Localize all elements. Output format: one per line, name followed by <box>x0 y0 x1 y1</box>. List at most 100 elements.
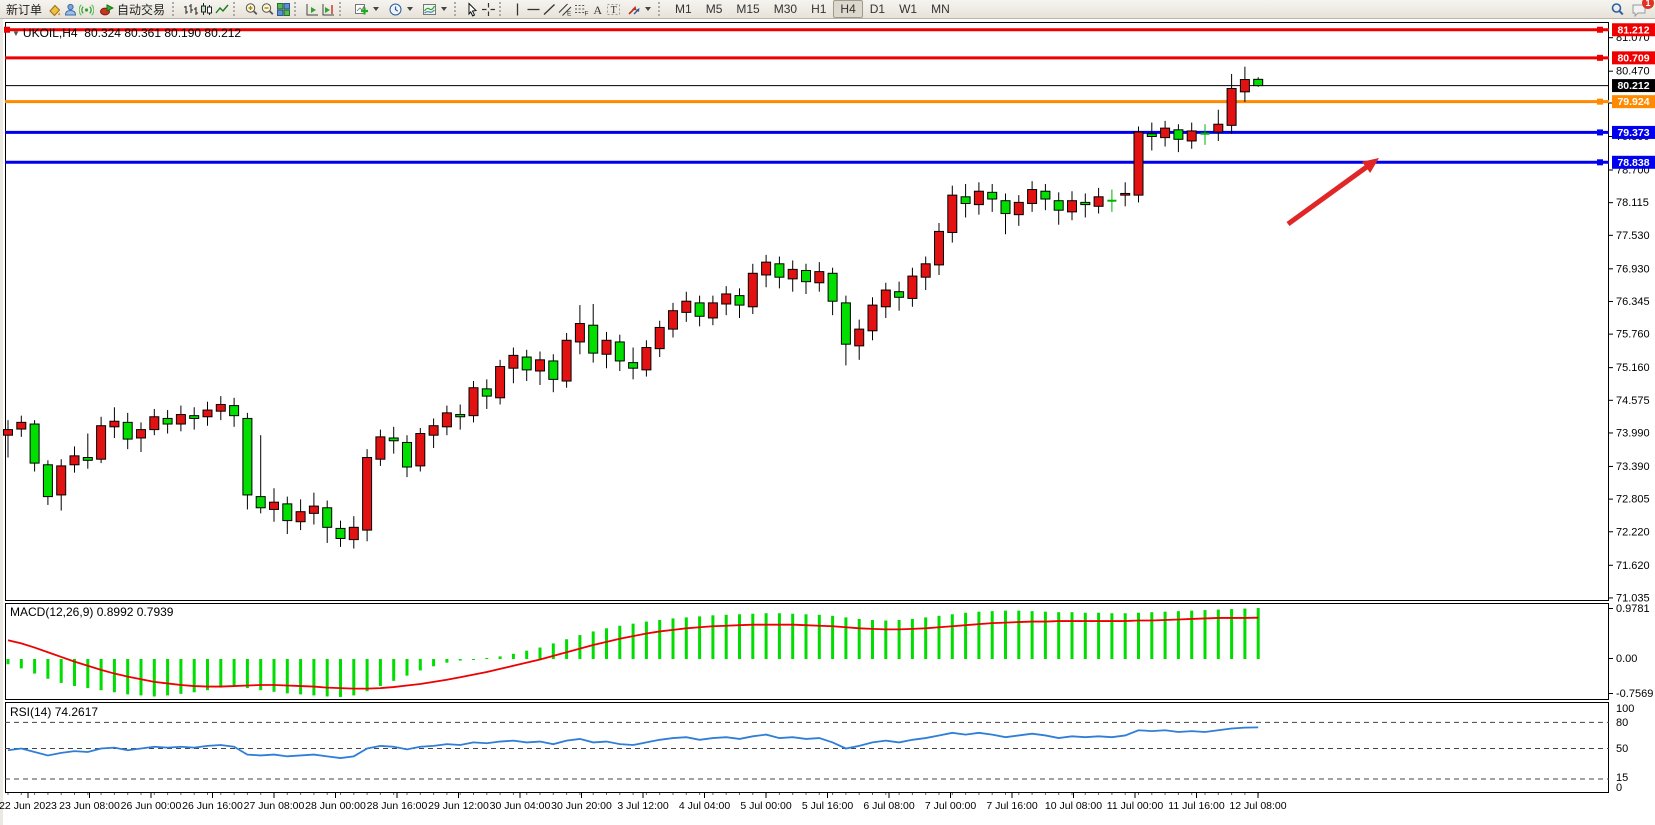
ohlc-quote: 80.324 80.361 80.190 80.212 <box>84 26 242 40</box>
main-pane <box>5 22 1609 601</box>
line-handle-icon[interactable] <box>1597 54 1603 61</box>
timeframe-m5[interactable]: M5 <box>705 2 723 16</box>
price-tick-label: 77.530 <box>1616 230 1650 242</box>
periods-button[interactable] <box>383 1 417 18</box>
text-icon[interactable]: A <box>589 1 605 17</box>
line-handle-icon[interactable] <box>1597 98 1603 105</box>
horizontal-line-icon[interactable] <box>525 1 541 17</box>
templates-button[interactable] <box>417 1 451 18</box>
symbol-marker-icon: ▼ <box>12 29 20 38</box>
symbol-period: UKOIL,H4 <box>22 26 78 40</box>
profile-icon[interactable] <box>62 1 78 17</box>
timeframe-h1[interactable]: H1 <box>811 2 827 16</box>
time-axis-label: 22 Jun 2023 <box>0 800 57 812</box>
timeframe-m30[interactable]: M30 <box>773 2 798 16</box>
timeframe-h4[interactable]: H4 <box>833 0 863 18</box>
rsi-label: RSI(14) 74.2617 <box>10 705 99 719</box>
price-tick-label: 71.620 <box>1616 560 1650 572</box>
arrows-tool-button[interactable] <box>621 1 655 18</box>
time-axis-label: 3 Jul 12:00 <box>617 800 669 812</box>
text-label-icon[interactable]: T <box>605 1 621 17</box>
time-axis-label: 26 Jun 00:00 <box>121 800 182 812</box>
time-axis-label: 12 Jul 08:00 <box>1229 800 1286 812</box>
macd-label: MACD(12,26,9) 0.8992 0.7939 <box>10 605 174 619</box>
add-indicator-icon <box>353 1 369 17</box>
price-badge-label: 79.373 <box>1617 127 1649 139</box>
trend-arrow[interactable] <box>1286 158 1379 227</box>
fibonacci-icon[interactable]: F <box>573 1 589 17</box>
rsi-tick-label: 15 <box>1616 772 1628 784</box>
paint-bucket-icon[interactable] <box>46 1 62 17</box>
time-axis-label: 30 Jun 20:00 <box>551 800 612 812</box>
crosshair-icon[interactable] <box>480 1 496 17</box>
time-axis-label: 7 Jul 16:00 <box>986 800 1038 812</box>
auto-trading-button[interactable]: 自动交易 <box>94 1 169 18</box>
time-axis-label: 11 Jul 00:00 <box>1107 800 1164 812</box>
price-tick-label: 75.760 <box>1616 329 1650 341</box>
toolbar-grip <box>339 2 346 16</box>
timeframe-m1[interactable]: M1 <box>675 2 692 16</box>
rsi-tick-label: 80 <box>1616 717 1628 729</box>
line-handle-icon[interactable] <box>1597 26 1603 33</box>
time-axis-label: 11 Jul 16:00 <box>1168 800 1225 812</box>
line-handle-icon[interactable] <box>1597 159 1603 166</box>
trendline-icon[interactable] <box>541 1 557 17</box>
toolbar-grip <box>233 2 240 16</box>
chat-icon[interactable]: 1 <box>1631 0 1654 17</box>
price-badge-label: 80.709 <box>1617 52 1649 64</box>
auto-trading-icon <box>98 1 114 17</box>
rsi-pane <box>5 702 1609 793</box>
equidistant-channel-icon[interactable]: E <box>557 1 573 17</box>
line-chart-icon[interactable] <box>214 1 230 17</box>
time-axis-label: 4 Jul 04:00 <box>679 800 731 812</box>
rsi-tick-label: 50 <box>1616 743 1628 755</box>
templates-icon <box>421 1 437 17</box>
vertical-line-icon[interactable] <box>509 1 525 17</box>
price-tick-label: 73.390 <box>1616 461 1650 473</box>
zoom-in-icon[interactable] <box>243 1 259 17</box>
bar-chart-icon[interactable] <box>182 1 198 17</box>
timeframe-d1[interactable]: D1 <box>869 2 886 16</box>
macd-signal-line <box>7 616 1259 690</box>
price-badge <box>1612 125 1655 139</box>
timeframe-m15[interactable]: M15 <box>736 2 760 16</box>
new-order-button[interactable]: 新订单 <box>6 2 43 17</box>
price-badge-label: 81.212 <box>1617 24 1649 36</box>
price-tick-label: 76.345 <box>1616 296 1650 308</box>
price-lines <box>4 26 1609 166</box>
price-tick-label: 75.160 <box>1616 362 1650 374</box>
price-badge <box>1612 23 1655 37</box>
rsi-value: 74.2617 <box>54 705 99 719</box>
candlestick-chart-icon[interactable] <box>198 1 214 17</box>
toolbar-grip <box>294 2 301 16</box>
price-tick-label: 73.990 <box>1616 427 1650 439</box>
add-indicator-button[interactable] <box>349 1 383 18</box>
time-axis-label: 27 Jun 08:00 <box>244 800 305 812</box>
signal-icon[interactable] <box>78 1 94 17</box>
line-handle-icon[interactable] <box>4 26 10 33</box>
svg-text:A: A <box>593 3 602 17</box>
price-tick-label: 76.930 <box>1616 263 1650 275</box>
dropdown-caret-icon <box>407 7 414 11</box>
chart-shift-icon[interactable] <box>320 1 336 17</box>
time-axis-label: 10 Jul 08:00 <box>1045 800 1102 812</box>
rsi-line <box>7 726 1259 759</box>
line-handle-icon[interactable] <box>1597 129 1603 136</box>
cursor-icon[interactable] <box>464 1 480 17</box>
toolbar-grip <box>454 2 461 16</box>
time-axis-label: 30 Jun 04:00 <box>490 800 551 812</box>
timeframe-w1[interactable]: W1 <box>899 2 918 16</box>
tile-windows-icon[interactable] <box>275 1 291 17</box>
svg-text:T: T <box>610 5 616 16</box>
price-tick-label: 71.035 <box>1616 592 1650 604</box>
auto-scroll-icon[interactable] <box>304 1 320 17</box>
price-badge <box>1612 155 1655 169</box>
timeframe-mn[interactable]: MN <box>931 2 950 16</box>
zoom-out-icon[interactable] <box>259 1 275 17</box>
price-badges: 81.212 80.709 80.212 79.924 79.373 78.838 <box>1612 23 1655 169</box>
price-tick-label: 74.575 <box>1616 395 1650 407</box>
search-icon[interactable] <box>1609 1 1625 17</box>
toolbar-grip <box>658 2 665 16</box>
svg-text:F: F <box>584 10 588 17</box>
